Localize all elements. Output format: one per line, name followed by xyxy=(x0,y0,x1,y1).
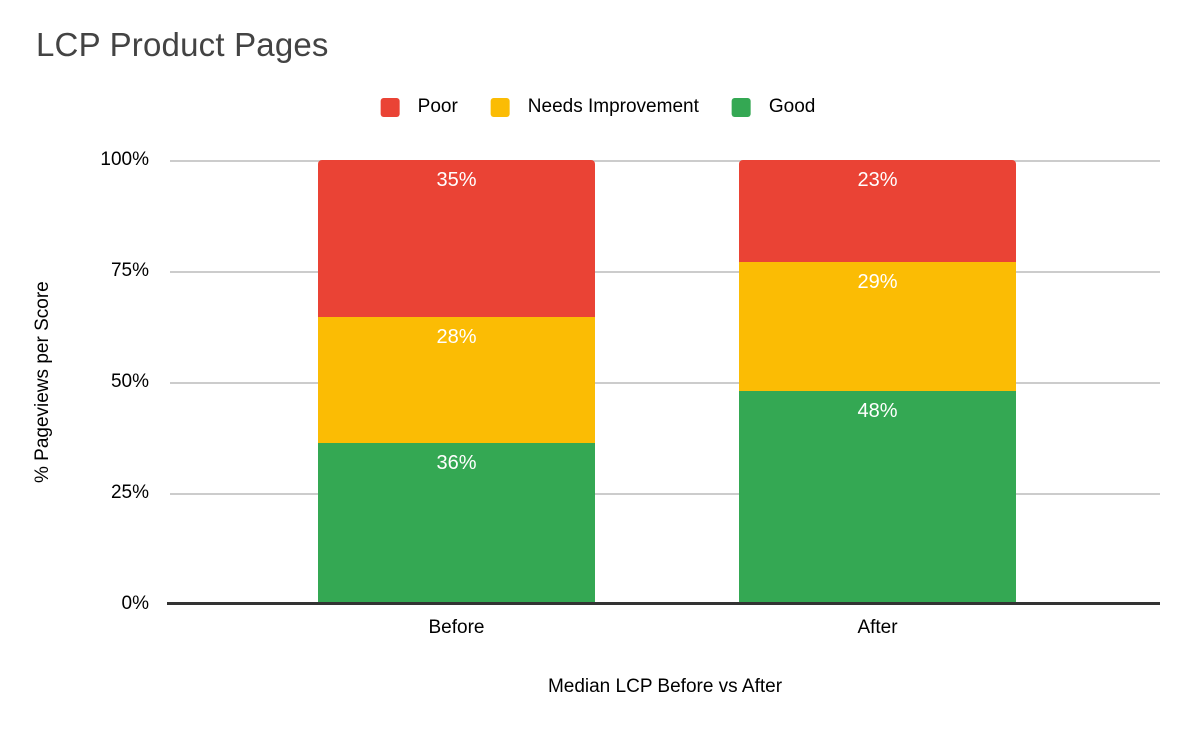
data-label: 28% xyxy=(436,325,477,348)
bar-segment-after-good[interactable]: 48% xyxy=(739,390,1016,604)
data-label: 35% xyxy=(436,169,477,191)
bar-segment-before-good[interactable]: 36% xyxy=(318,442,595,604)
legend-item-good[interactable]: Good xyxy=(731,96,816,118)
data-label: 36% xyxy=(436,451,477,474)
data-label: 29% xyxy=(857,271,898,294)
y-tick-label: 75% xyxy=(110,260,149,281)
stacked-bar-before: 35% 28% 36% xyxy=(318,160,595,604)
chart-title: LCP Product Pages xyxy=(36,26,329,63)
x-axis-title: Median LCP Before vs After xyxy=(547,676,783,697)
legend: Poor Needs Improvement Good xyxy=(380,96,816,118)
x-category-label-after: After xyxy=(857,617,898,638)
gridline xyxy=(170,271,1160,273)
bar-segment-before-poor[interactable]: 35% xyxy=(318,160,595,317)
bar-segment-after-poor[interactable]: 23% xyxy=(739,160,1016,263)
y-tick-label: 100% xyxy=(100,149,149,170)
y-tick-label: 0% xyxy=(121,593,149,614)
gridline xyxy=(170,493,1160,495)
data-label: 48% xyxy=(857,399,898,422)
legend-label: Needs Improvement xyxy=(527,96,699,117)
plot-area: 35% 28% 36% 23% 29% 48% xyxy=(167,160,1160,605)
legend-item-needs-improvement[interactable]: Needs Improvement xyxy=(490,96,699,118)
data-label: 23% xyxy=(857,169,898,191)
y-tick-label: 50% xyxy=(110,371,149,392)
legend-label: Poor xyxy=(417,96,458,117)
bar-segment-after-needs-improvement[interactable]: 29% xyxy=(739,262,1016,391)
x-category-label-before: Before xyxy=(428,617,485,638)
x-axis-line xyxy=(167,602,1160,605)
legend-item-poor[interactable]: Poor xyxy=(380,96,458,118)
gridline xyxy=(170,382,1160,384)
legend-swatch-icon xyxy=(380,97,400,117)
x-axis-category-labels: Before After xyxy=(170,617,1160,643)
y-axis-title: % Pageviews per Score xyxy=(32,281,53,483)
bar-segment-before-needs-improvement[interactable]: 28% xyxy=(318,316,595,443)
gridline xyxy=(170,160,1160,162)
y-axis-tick-labels: 100% 75% 50% 25% 0% xyxy=(60,149,157,614)
legend-swatch-icon xyxy=(731,97,751,117)
legend-label: Good xyxy=(768,96,816,117)
legend-swatch-icon xyxy=(490,97,510,117)
y-tick-label: 25% xyxy=(110,482,149,503)
stacked-bar-after: 23% 29% 48% xyxy=(739,160,1016,604)
